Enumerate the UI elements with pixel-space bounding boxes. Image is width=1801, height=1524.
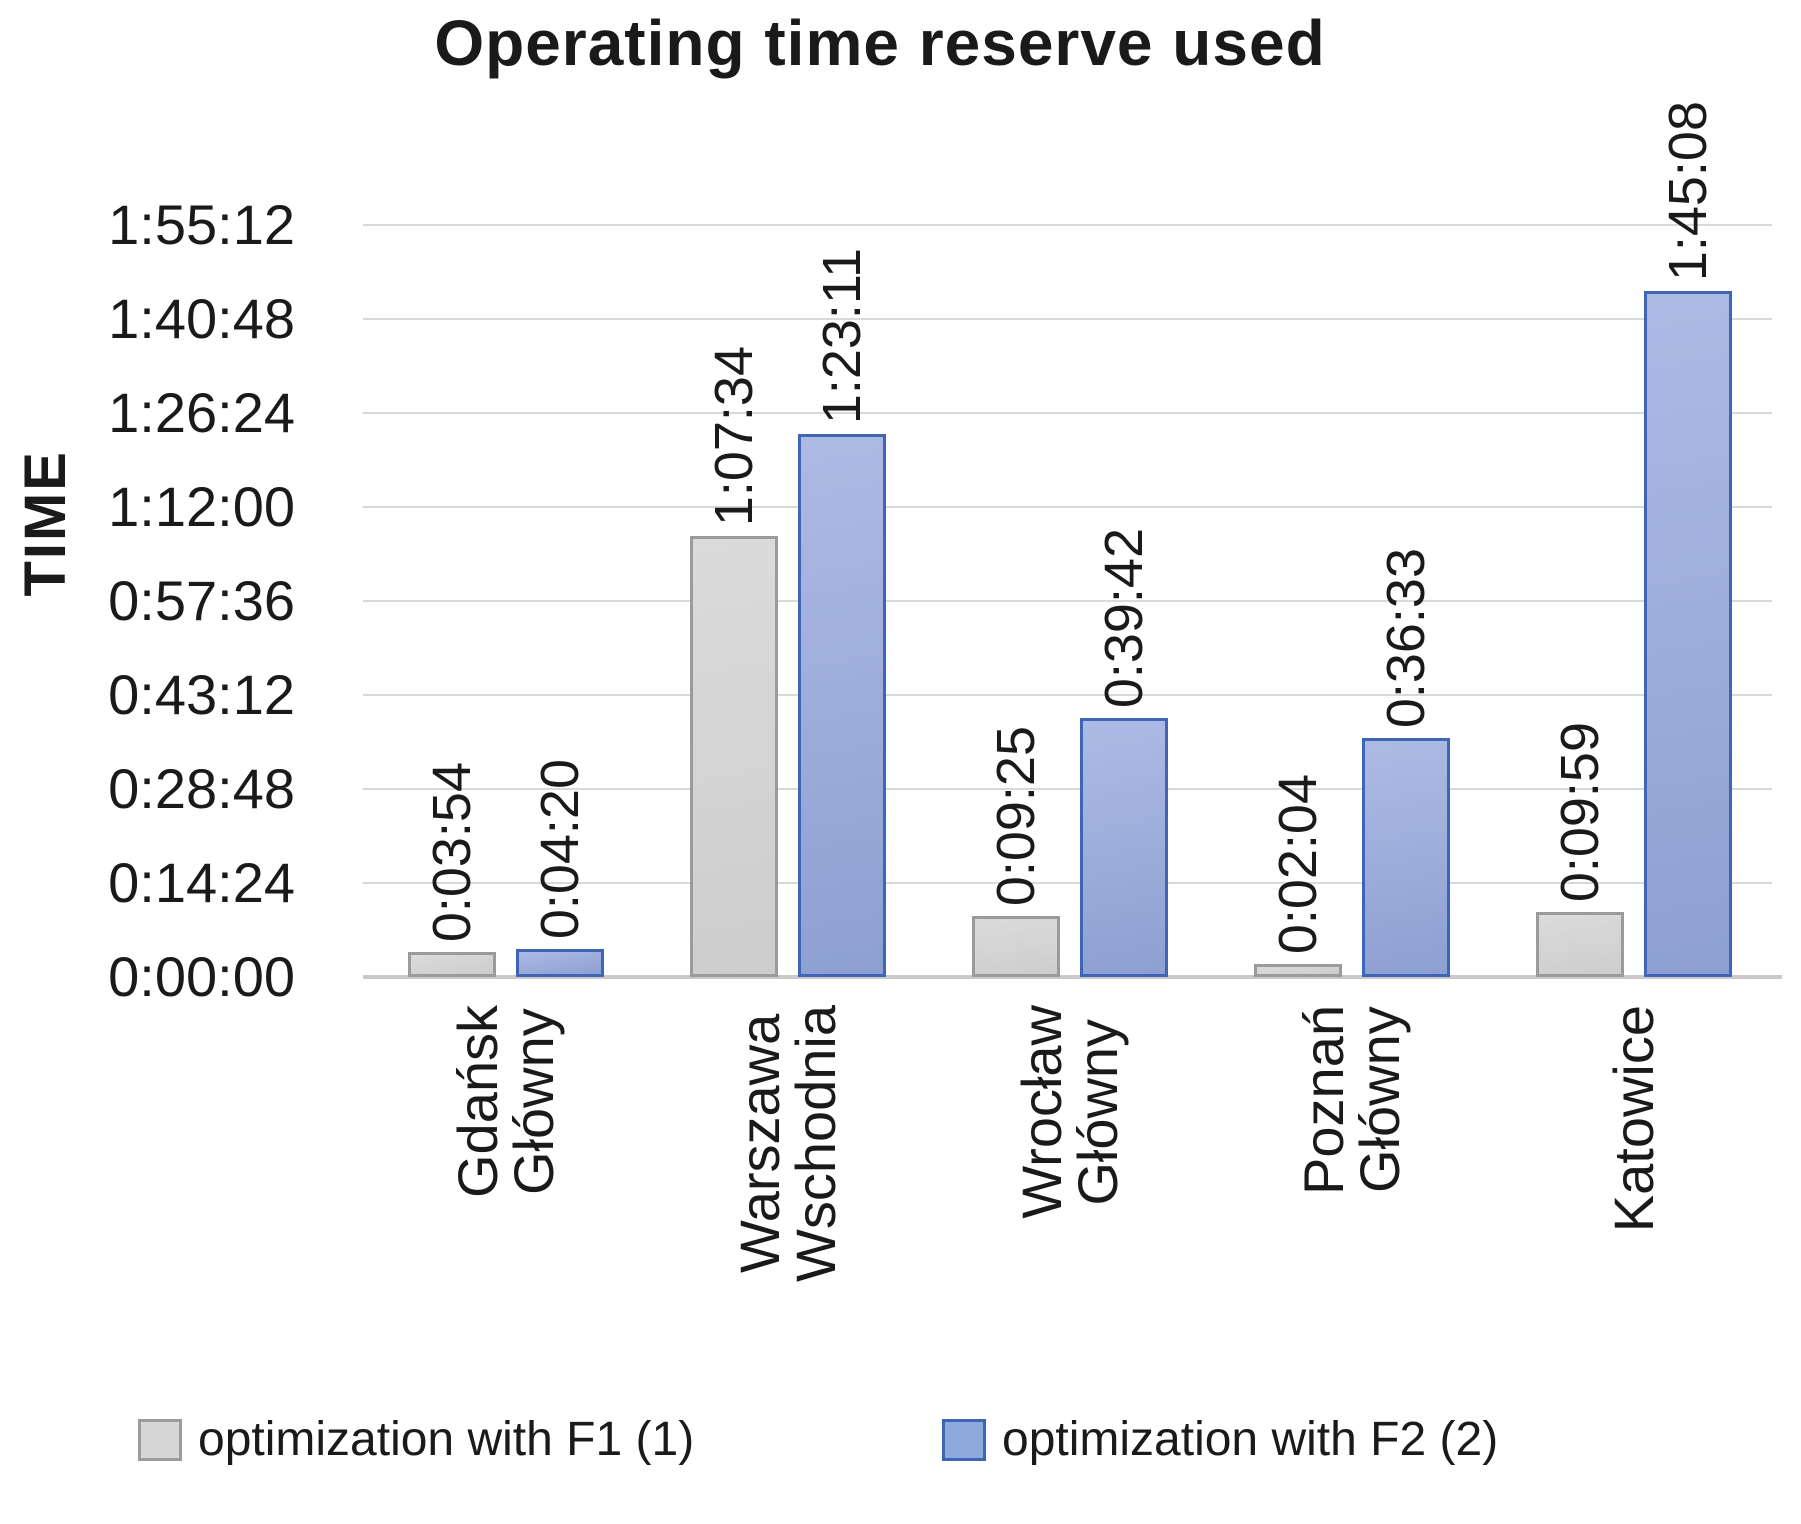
chart-title: Operating time reserve used xyxy=(434,7,1326,79)
gridline xyxy=(363,882,1772,884)
gridline xyxy=(363,506,1772,508)
legend-item-f1: optimization with F1 (1) xyxy=(138,1412,694,1467)
bar-f2-1 xyxy=(798,434,886,977)
x-axis-label: Wrocław Główny xyxy=(1010,1005,1129,1219)
bar-value-label: 1:07:34 xyxy=(704,345,764,526)
y-tick-label: 1:40:48 xyxy=(108,287,295,350)
bar-value-label: 0:09:59 xyxy=(1550,721,1610,902)
gridline xyxy=(363,224,1772,226)
gridline xyxy=(363,600,1772,602)
legend-label-f2: optimization with F2 (2) xyxy=(1002,1413,1499,1466)
gridline xyxy=(363,412,1772,414)
bar-f1-1 xyxy=(690,536,778,977)
gridline xyxy=(363,318,1772,320)
x-axis-label: Katowice xyxy=(1602,1005,1665,1233)
bar-value-label: 1:23:11 xyxy=(812,247,872,424)
bar-value-label: 0:04:20 xyxy=(530,758,590,939)
x-axis-label: Gdańsk Główny xyxy=(446,1005,565,1198)
legend-swatch-f1 xyxy=(138,1418,182,1461)
legend-swatch-f2 xyxy=(942,1418,986,1461)
bar-f2-0 xyxy=(516,949,604,977)
y-tick-label: 0:57:36 xyxy=(108,569,295,632)
bar-value-label: 0:39:42 xyxy=(1094,527,1154,708)
bar-f2-4 xyxy=(1644,291,1732,977)
bar-value-label: 0:02:04 xyxy=(1268,773,1328,954)
bar-value-label: 1:45:08 xyxy=(1658,100,1718,281)
gridline xyxy=(363,694,1772,696)
x-axis-label: Poznań Główny xyxy=(1292,1005,1411,1195)
bar-value-label: 0:36:33 xyxy=(1376,547,1436,728)
y-tick-label: 0:28:48 xyxy=(108,757,295,820)
bar-f2-2 xyxy=(1080,718,1168,977)
bar-f2-3 xyxy=(1362,738,1450,977)
y-tick-label: 0:14:24 xyxy=(108,851,295,914)
x-axis-line xyxy=(363,975,1782,979)
bar-f1-0 xyxy=(408,952,496,977)
gridline xyxy=(363,788,1772,790)
x-axis-label: Warszawa Wschodnia xyxy=(728,1005,847,1283)
bar-value-label: 0:03:54 xyxy=(422,761,482,942)
y-tick-label: 1:26:24 xyxy=(108,381,295,444)
bar-f1-4 xyxy=(1536,912,1624,977)
bar-value-label: 0:09:25 xyxy=(986,725,1046,906)
bar-f1-3 xyxy=(1254,964,1342,977)
y-tick-label: 0:43:12 xyxy=(108,663,295,726)
y-tick-label: 1:12:00 xyxy=(108,475,295,538)
y-tick-label: 0:00:00 xyxy=(108,945,295,1008)
legend-label-f1: optimization with F1 (1) xyxy=(198,1413,695,1466)
bar-f1-2 xyxy=(972,916,1060,977)
y-tick-label: 1:55:12 xyxy=(108,193,295,256)
legend-item-f2: optimization with F2 (2) xyxy=(942,1412,1498,1467)
